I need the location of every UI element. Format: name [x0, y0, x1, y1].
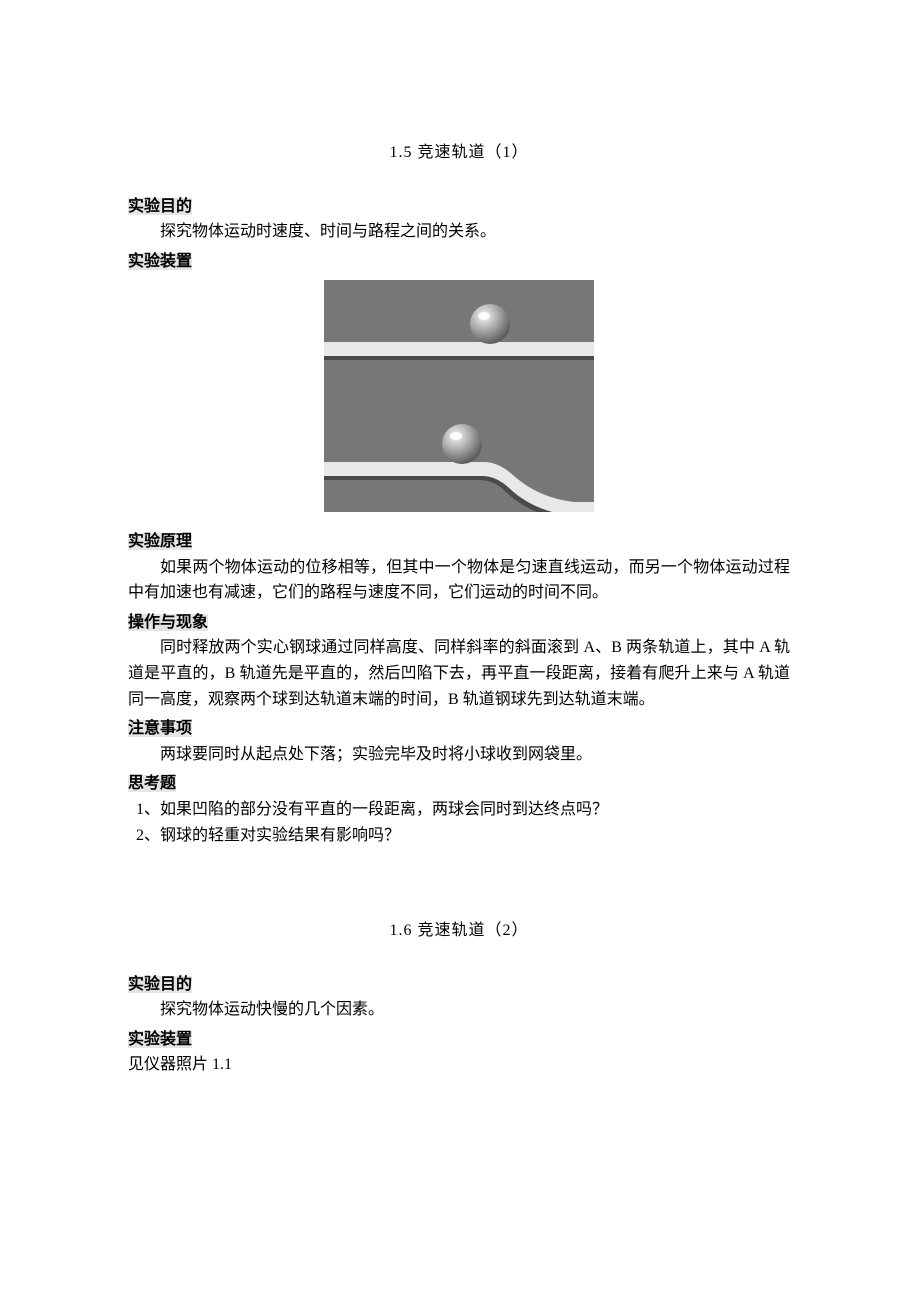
heading-principle: 实验原理 — [128, 529, 790, 555]
heading-purpose-1: 实验目的 — [128, 194, 790, 220]
caution-text: 两球要同时从起点处下落；实验完毕及时将小球收到网袋里。 — [128, 742, 790, 768]
question-1: 1、如果凹陷的部分没有平直的一段距离，两球会同时到达终点吗？ — [136, 797, 790, 823]
purpose-text-2: 探究物体运动快慢的几个因素。 — [128, 997, 790, 1023]
heading-apparatus-2: 实验装置 — [128, 1027, 790, 1053]
question-2: 2、钢球的轻重对实验结果有影响吗？ — [136, 823, 790, 849]
heading-apparatus-1: 实验装置 — [128, 249, 790, 275]
heading-purpose-2: 实验目的 — [128, 972, 790, 998]
section-title-1: 1.5 竞速轨道（1） — [128, 140, 790, 166]
principle-text: 如果两个物体运动的位移相等，但其中一个物体是匀速直线运动，而另一个物体运动过程中… — [128, 555, 790, 606]
heading-questions: 思考题 — [128, 771, 790, 797]
apparatus-text-2: 见仪器照片 1.1 — [128, 1052, 790, 1078]
apparatus-figure — [128, 280, 790, 521]
operation-text: 同时释放两个实心钢球通过同样高度、同样斜率的斜面滚到 A、B 两条轨道上，其中 … — [128, 635, 790, 712]
heading-caution: 注意事项 — [128, 716, 790, 742]
section-title-2: 1.6 竞速轨道（2） — [128, 918, 790, 944]
purpose-text-1: 探究物体运动时速度、时间与路程之间的关系。 — [128, 219, 790, 245]
heading-operation: 操作与现象 — [128, 610, 790, 636]
